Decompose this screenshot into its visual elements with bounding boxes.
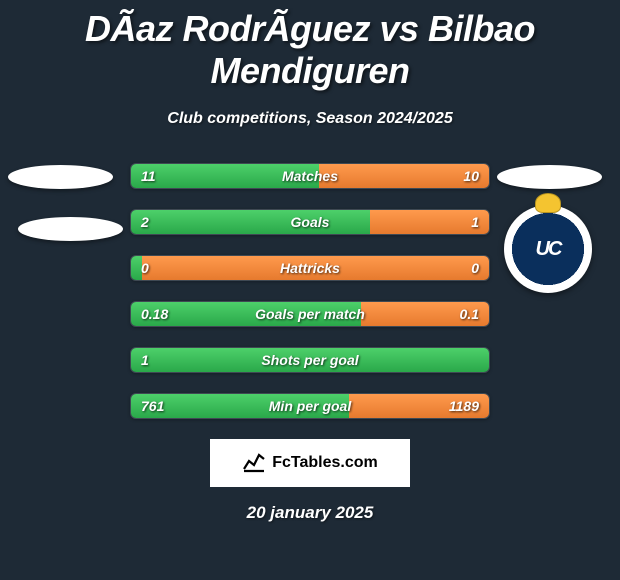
comparison-title: DÃ­az RodrÃ­guez vs Bilbao Mendiguren [0,0,620,92]
stat-label: Hattricks [280,260,340,276]
stat-bar-row: 11 10 Matches [130,163,490,189]
player-left-badge-2 [18,217,123,241]
stat-value-right: 1 [471,214,479,230]
stat-bar-row: 761 1189 Min per goal [130,393,490,419]
stat-value-left: 0 [141,260,149,276]
stat-value-left: 11 [141,168,156,184]
stat-bar-row: 0 0 Hattricks [130,255,490,281]
stat-bar-row: 1 Shots per goal [130,347,490,373]
stat-bar-row: 2 1 Goals [130,209,490,235]
stat-bar-left-fill [131,210,370,234]
snapshot-date: 20 january 2025 [0,503,620,523]
chart-area: UC 11 10 Matches 2 1 Goals 0 0 Hattricks 0.18 0.1 G… [0,163,620,419]
stat-value-right: 10 [463,168,479,184]
stat-label: Goals [291,214,330,230]
stat-label: Matches [282,168,338,184]
brand-footer[interactable]: FcTables.com [210,439,410,487]
chart-icon [242,449,266,478]
stat-label: Shots per goal [261,352,358,368]
stat-label: Min per goal [269,398,351,414]
club-crest-right: UC [504,205,592,293]
club-crest-text: UC [536,238,561,261]
stat-value-left: 0.18 [141,306,168,322]
stat-value-left: 761 [141,398,164,414]
stat-value-right: 1189 [449,398,479,414]
stat-bars-container: 11 10 Matches 2 1 Goals 0 0 Hattricks 0.18 0.1 Goal… [130,163,490,419]
stat-label: Goals per match [255,306,365,322]
stat-value-right: 0 [471,260,479,276]
player-right-badge-1 [497,165,602,189]
brand-text: FcTables.com [272,454,378,472]
player-left-badge-1 [8,165,113,189]
stat-bar-row: 0.18 0.1 Goals per match [130,301,490,327]
comparison-subtitle: Club competitions, Season 2024/2025 [0,110,620,128]
stat-value-right: 0.1 [460,306,479,322]
stat-value-left: 1 [141,352,149,368]
stat-value-left: 2 [141,214,149,230]
